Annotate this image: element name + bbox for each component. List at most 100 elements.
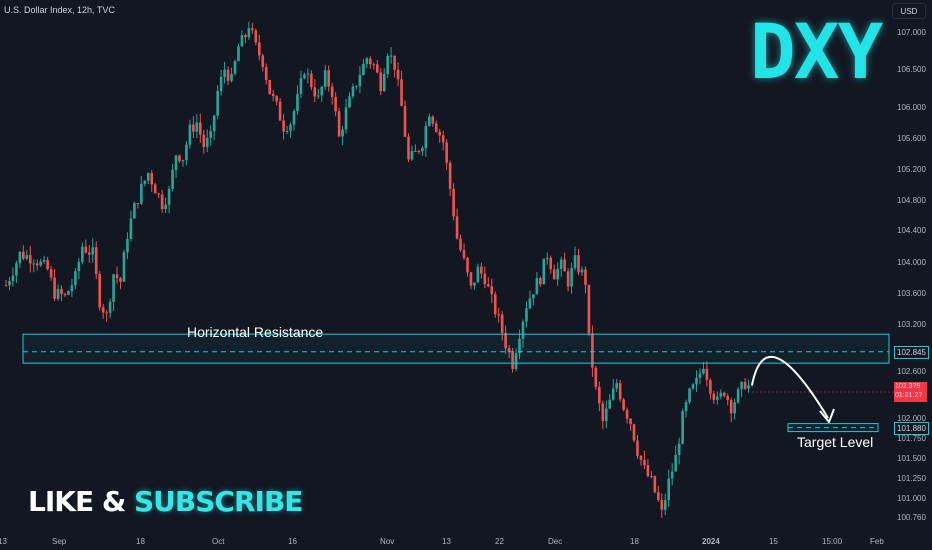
candle xyxy=(712,390,716,404)
candle xyxy=(84,239,88,254)
candle-body xyxy=(369,58,372,65)
candle-body xyxy=(289,124,292,132)
candle xyxy=(143,180,147,187)
candle-body xyxy=(233,61,237,74)
y-tick-label: 101.250 xyxy=(897,474,926,483)
candle xyxy=(549,255,553,274)
candle xyxy=(542,258,546,285)
candle xyxy=(11,267,15,287)
candle xyxy=(632,423,636,443)
candle xyxy=(192,116,195,138)
candle xyxy=(688,387,691,405)
candle xyxy=(473,282,476,290)
candle-body xyxy=(657,492,660,501)
candle xyxy=(393,55,396,78)
candle xyxy=(28,246,32,273)
candle xyxy=(462,243,466,260)
x-tick-label: Oct xyxy=(212,537,225,546)
candle xyxy=(327,65,330,92)
candle xyxy=(202,130,206,154)
candle xyxy=(4,280,8,287)
candle xyxy=(108,298,112,319)
cta-subscribe: SUBSCRIBE xyxy=(134,485,303,518)
candle-body xyxy=(382,73,386,92)
candle xyxy=(490,278,494,303)
y-tick-label: 104.400 xyxy=(897,226,926,235)
candle xyxy=(268,79,272,95)
candle xyxy=(625,407,629,424)
candle-body xyxy=(459,238,462,251)
candle xyxy=(195,114,199,138)
candle-body xyxy=(25,255,29,259)
candle xyxy=(726,393,730,406)
candle xyxy=(525,301,528,328)
candle xyxy=(545,252,549,265)
candle xyxy=(615,379,618,393)
candle-body xyxy=(594,367,598,387)
symbol-title[interactable]: U.S. Dollar Index, 12h, TVC xyxy=(4,5,115,15)
price-axis[interactable]: 107.000 106.500 106.000 105.600 105.200 104.8… xyxy=(897,28,926,522)
candle xyxy=(653,475,657,494)
candle-body xyxy=(212,115,216,132)
candle-body xyxy=(469,272,473,286)
candle-body xyxy=(313,87,317,97)
candle-body xyxy=(480,266,483,274)
candle xyxy=(129,210,133,242)
candle-body xyxy=(355,85,358,87)
candle xyxy=(650,470,653,479)
candle xyxy=(205,129,209,152)
candle xyxy=(604,400,608,429)
candle xyxy=(174,154,178,179)
candle xyxy=(264,63,268,85)
candle-body xyxy=(608,399,612,409)
target-price-label: 101.880 xyxy=(894,422,929,435)
candle xyxy=(98,271,101,311)
candle xyxy=(639,455,643,466)
candle xyxy=(122,249,126,283)
candle-body xyxy=(268,80,272,95)
candle xyxy=(365,57,369,69)
time-axis[interactable]: 13 Sep 18 Oct 16 Nov 13 22 Dec 18 2024 15 15:00 Feb xyxy=(0,537,884,546)
candle-body xyxy=(667,478,671,501)
candle xyxy=(209,125,213,146)
candle-body xyxy=(261,55,265,68)
candle xyxy=(94,241,98,280)
candle xyxy=(188,119,192,149)
candle-body xyxy=(46,260,49,270)
x-tick-label: 13 xyxy=(442,537,451,546)
x-tick-label: Dec xyxy=(548,537,562,546)
candle-body xyxy=(452,188,455,217)
candle-body xyxy=(719,392,723,397)
candle-body xyxy=(386,55,389,74)
candle xyxy=(133,201,136,219)
candle-body xyxy=(750,384,754,386)
candle-body xyxy=(306,73,310,75)
candle xyxy=(594,365,598,391)
candle xyxy=(261,53,265,72)
candle-body xyxy=(532,294,535,299)
candle xyxy=(39,258,42,267)
candle-body xyxy=(379,72,383,92)
candle xyxy=(358,66,362,94)
candle-body xyxy=(348,96,351,108)
candle-body xyxy=(129,218,133,239)
candle xyxy=(157,192,160,199)
currency-badge[interactable]: USD xyxy=(892,3,926,19)
candle-body xyxy=(518,338,521,354)
candle-body xyxy=(743,381,747,389)
x-tick-label: 16 xyxy=(288,537,297,546)
candle-body xyxy=(199,122,202,135)
candle-body xyxy=(358,74,362,86)
candle-body xyxy=(514,353,518,369)
candle xyxy=(185,141,188,166)
candle xyxy=(285,126,289,135)
candle-body xyxy=(140,183,143,204)
candle xyxy=(171,163,174,192)
candle xyxy=(164,197,167,214)
candle-body xyxy=(205,137,209,147)
candle-body xyxy=(153,184,157,194)
candle-body xyxy=(646,465,650,476)
candle-body xyxy=(511,352,514,369)
candle-body xyxy=(11,275,15,282)
